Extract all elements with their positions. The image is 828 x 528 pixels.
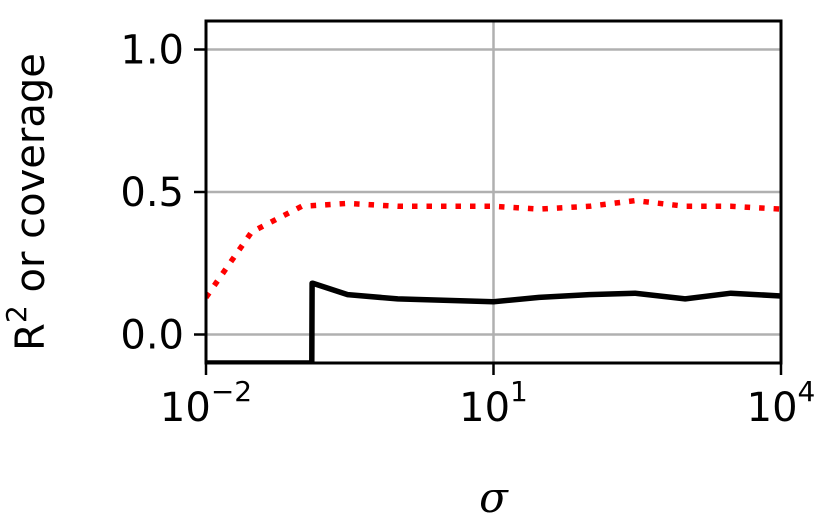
y-tick-label: 0.0: [120, 313, 184, 359]
y-axis-label-r: R: [8, 323, 54, 351]
y-axis-label-rest: or coverage: [8, 53, 54, 305]
y-axis-label-sup: 2: [0, 305, 33, 323]
x-tick-label: 101: [459, 375, 528, 431]
x-axis-label: σ: [479, 473, 509, 522]
x-tick-label: 10−2: [160, 375, 252, 431]
series-line-black-solid: [206, 280, 781, 363]
ticks: [194, 48, 783, 375]
y-tick-label: 1.0: [120, 28, 184, 74]
y-tick-label: 0.5: [120, 170, 184, 216]
plot-lines: [206, 197, 781, 363]
y-axis-label: R2 or coverage: [0, 53, 54, 351]
x-tick-label: 104: [747, 375, 816, 431]
tick-labels: 10−2 101 104 0.0 0.5 1.0: [120, 28, 815, 432]
grid: [204, 21, 783, 363]
